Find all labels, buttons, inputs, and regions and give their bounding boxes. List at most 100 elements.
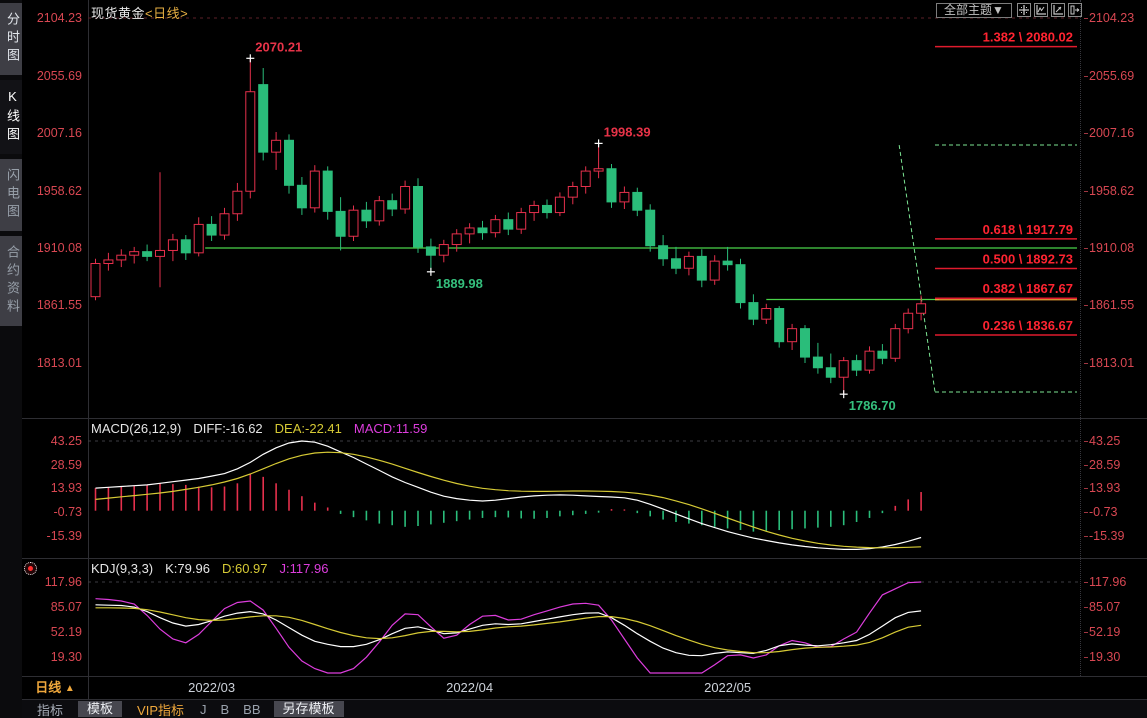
x-axis-month-label: 2022/05 bbox=[704, 680, 752, 695]
y-axis-label: 1861.55 bbox=[36, 298, 82, 313]
y-axis-label: 85.07 bbox=[50, 600, 82, 614]
separator-main-macd[interactable] bbox=[22, 418, 1147, 419]
y-axis-label: 1958.62 bbox=[36, 183, 82, 198]
macd-header: MACD(26,12,9) DIFF:-16.62 DEA:-22.41 MACD:1… bbox=[91, 421, 439, 436]
y-axis-label: 19.30 bbox=[50, 650, 82, 664]
chart-title: 现货黄金<日线> bbox=[91, 3, 188, 22]
kdj-k-value: K:79.96 bbox=[165, 561, 210, 576]
svg-text:0.500 \ 1892.73: 0.500 \ 1892.73 bbox=[983, 252, 1073, 267]
plot-left-border bbox=[88, 0, 89, 700]
period-selector[interactable]: 日线 ▲ bbox=[22, 676, 89, 699]
projection-guides bbox=[898, 144, 1077, 393]
y-axis-label: 1910.08 bbox=[36, 241, 82, 255]
y-axis-label: 2104.23 bbox=[36, 11, 82, 25]
diff-line bbox=[95, 440, 922, 550]
y-axis-label: 117.96 bbox=[44, 575, 82, 589]
toolbar-tab[interactable]: BB bbox=[243, 701, 261, 717]
y-axis-label: 1958.62 bbox=[1084, 184, 1134, 198]
kdj-title: KDJ(9,3,3) bbox=[91, 561, 154, 576]
sidebar-tab-active[interactable]: K线图 bbox=[0, 80, 22, 154]
fib-level: 1.382 \ 2080.02 bbox=[935, 30, 1077, 48]
toolbar-tab[interactable]: 另存模板 bbox=[273, 701, 344, 717]
toolbar-tab[interactable]: 指标 bbox=[37, 702, 64, 718]
dea-line bbox=[95, 451, 922, 549]
y-axis-label: 117.96 bbox=[1084, 575, 1126, 589]
y-axis-label: -0.73 bbox=[1084, 505, 1118, 519]
kdj-header: KDJ(9,3,3) K:79.96 D:60.97 J:117.96 bbox=[91, 561, 340, 576]
sidebar-tab-item[interactable]: 分时图 bbox=[0, 3, 22, 75]
toolbar-tab[interactable]: J bbox=[200, 701, 207, 717]
y-axis-label: 85.07 bbox=[1084, 600, 1120, 614]
period-tag: <日线> bbox=[145, 6, 189, 21]
chart-arrow-icon[interactable] bbox=[1051, 3, 1065, 17]
y-axis-label: 2055.69 bbox=[1084, 69, 1134, 83]
separator-kdj-xaxis bbox=[22, 676, 1147, 677]
fib-level: 0.618 \ 1917.79 bbox=[935, 222, 1077, 240]
y-axis-right: 2104.23 2055.69 2007.16 1958.62 1910.08 1861.… bbox=[1080, 0, 1147, 676]
candlestick-series bbox=[90, 58, 927, 395]
crosshair-icon[interactable] bbox=[1017, 3, 1031, 17]
j-line bbox=[95, 581, 922, 674]
macd-diff-value: DIFF:-16.62 bbox=[193, 421, 263, 436]
chevron-up-icon: ▲ bbox=[64, 683, 75, 694]
macd-value: MACD:11.59 bbox=[353, 421, 428, 436]
y-axis-label: 2055.69 bbox=[36, 68, 82, 83]
fib-level: 0.236 \ 1836.67 bbox=[935, 318, 1077, 336]
y-axis-label: 19.30 bbox=[1084, 650, 1120, 664]
y-axis-label: 13.93 bbox=[50, 481, 82, 496]
k-line bbox=[95, 604, 922, 657]
y-axis-label: 2007.16 bbox=[36, 125, 82, 140]
y-axis-label: 1813.01 bbox=[1084, 356, 1134, 370]
price-annotation: 2070.21 bbox=[246, 39, 302, 63]
macd-histogram bbox=[94, 473, 922, 532]
theme-select-button[interactable]: 全部主题▼ bbox=[936, 3, 1012, 18]
svg-text:1998.39: 1998.39 bbox=[604, 124, 651, 139]
candlestick-chart[interactable]: 1.382 \ 2080.02 0.618 \ 1917.79 0.500 \ 18… bbox=[88, 0, 1080, 418]
y-axis-label: 1861.55 bbox=[1084, 298, 1134, 312]
chart-type-sidebar: 分时图 K线图闪电图合约资料 bbox=[0, 0, 22, 718]
toolbar-tab[interactable]: 模板 bbox=[78, 701, 123, 717]
y-axis-label: 2007.16 bbox=[1084, 126, 1134, 140]
x-axis-row: 日线 ▲ 2022/03 2022/04 2022/05 bbox=[22, 676, 1147, 700]
toolbar-tab[interactable]: VIP指标 bbox=[137, 702, 184, 718]
chart-line-icon[interactable] bbox=[1034, 3, 1048, 17]
y-axis-label: 28.59 bbox=[1084, 458, 1120, 472]
svg-text:0.236 \ 1836.67: 0.236 \ 1836.67 bbox=[983, 318, 1073, 333]
macd-dea-value: DEA:-22.41 bbox=[274, 421, 342, 436]
y-axis-label: 13.93 bbox=[1084, 481, 1120, 495]
y-axis-label: 2104.23 bbox=[1084, 11, 1134, 25]
kdj-settings-icon[interactable] bbox=[24, 562, 37, 575]
kdj-indicator-chart[interactable] bbox=[88, 558, 1080, 676]
separator-macd-kdj[interactable] bbox=[22, 558, 1147, 559]
fib-level: 0.382 \ 1867.67 bbox=[935, 281, 1077, 299]
svg-text:2070.21: 2070.21 bbox=[255, 39, 302, 54]
y-axis-label: 43.25 bbox=[50, 434, 82, 448]
y-axis-label: 43.25 bbox=[1084, 434, 1120, 448]
y-axis-left: 2104.23 2055.69 2007.16 1958.62 1910.08 1861.… bbox=[22, 0, 86, 700]
panel-arrow-icon[interactable] bbox=[1068, 3, 1082, 17]
symbol-name: 现货黄金 bbox=[91, 6, 146, 21]
sidebar-tab-item[interactable]: 合约资料 bbox=[0, 236, 22, 326]
kdj-j-value: J:117.96 bbox=[279, 561, 329, 576]
sidebar-tab-item[interactable]: 闪电图 bbox=[0, 159, 22, 231]
y-axis-label: -15.39 bbox=[46, 528, 82, 543]
svg-text:1.382 \ 2080.02: 1.382 \ 2080.02 bbox=[983, 30, 1073, 45]
y-axis-label: 52.19 bbox=[50, 624, 82, 639]
macd-indicator-chart[interactable] bbox=[88, 418, 1080, 558]
macd-title: MACD(26,12,9) bbox=[91, 421, 182, 436]
d-line bbox=[95, 607, 922, 654]
price-annotation: 1998.39 bbox=[594, 124, 651, 148]
price-annotation: 1889.98 bbox=[426, 267, 483, 291]
svg-text:0.618 \ 1917.79: 0.618 \ 1917.79 bbox=[983, 222, 1073, 237]
kdj-d-value: D:60.97 bbox=[221, 561, 268, 576]
bottom-toolbar: 指标 模板 VIP指标 J B BB 另存模板 bbox=[22, 700, 1147, 718]
svg-text:0.382 \ 1867.67: 0.382 \ 1867.67 bbox=[983, 281, 1073, 296]
svg-text:1889.98: 1889.98 bbox=[436, 276, 483, 291]
y-axis-label: 28.59 bbox=[50, 457, 82, 472]
price-annotation: 1786.70 bbox=[839, 390, 896, 413]
toolbar-tab[interactable]: B bbox=[220, 701, 230, 717]
y-axis-label: -0.73 bbox=[53, 504, 83, 519]
fib-level: 0.500 \ 1892.73 bbox=[935, 252, 1077, 270]
y-axis-label: 1910.08 bbox=[1084, 241, 1134, 255]
